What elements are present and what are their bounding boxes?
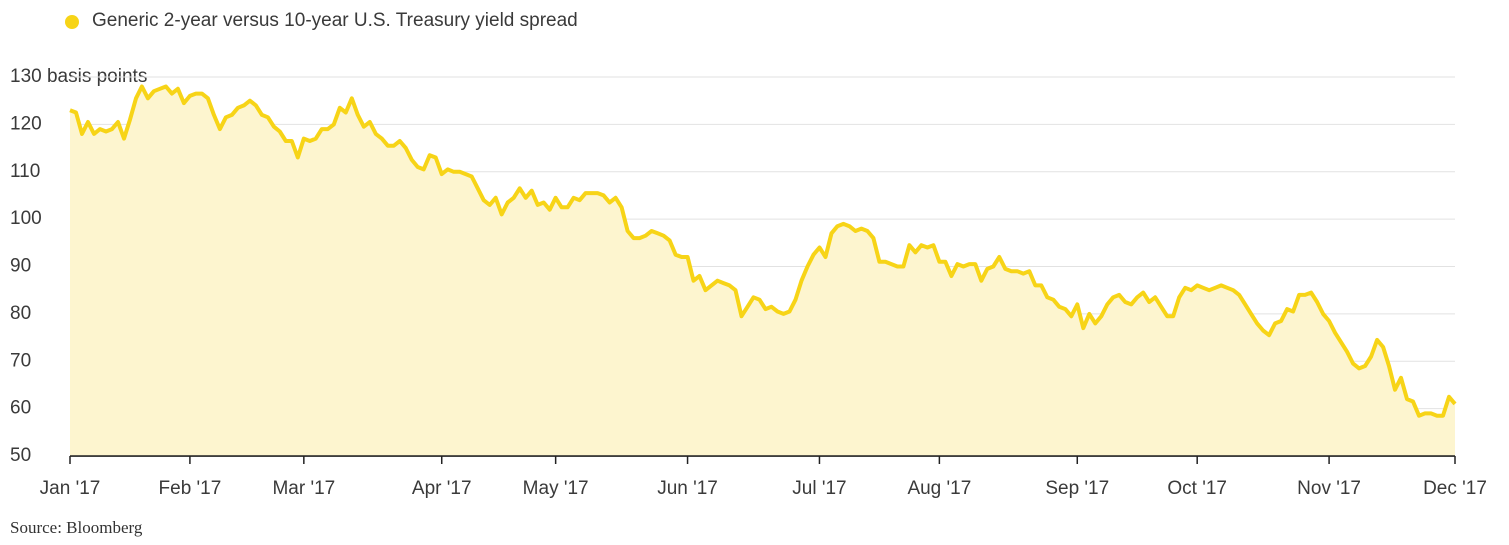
y-tick-label: 100	[10, 208, 42, 229]
y-tick-label: 50	[10, 445, 31, 466]
x-tick-label: Jul '17	[792, 478, 846, 499]
legend-label: Generic 2-year versus 10-year U.S. Treas…	[92, 10, 578, 31]
x-tick-label: Sep '17	[1045, 478, 1109, 499]
x-tick-label: May '17	[523, 478, 589, 499]
x-tick-label: Nov '17	[1297, 478, 1361, 499]
y-tick-label: 60	[10, 398, 31, 419]
x-tick-label: Oct '17	[1167, 478, 1227, 499]
source-note: Source: Bloomberg	[10, 518, 143, 537]
y-tick-label: 110	[10, 161, 40, 182]
y-tick-label: 90	[10, 256, 31, 277]
x-tick-label: Jun '17	[657, 478, 718, 499]
x-tick-label: Aug '17	[907, 478, 971, 499]
x-tick-label: Apr '17	[412, 478, 472, 499]
line	[69, 84, 1457, 418]
x-tick-label: Dec '17	[1423, 478, 1487, 499]
legend-marker	[65, 15, 79, 29]
x-tick-label: Mar '17	[272, 478, 335, 499]
y-tick-label: 70	[10, 350, 31, 371]
y-tick-label: 120	[10, 113, 42, 134]
x-tick-label: Jan '17	[40, 478, 101, 499]
area	[70, 86, 1455, 456]
y-tick-label: 80	[10, 303, 31, 324]
x-tick-label: Feb '17	[159, 478, 222, 499]
